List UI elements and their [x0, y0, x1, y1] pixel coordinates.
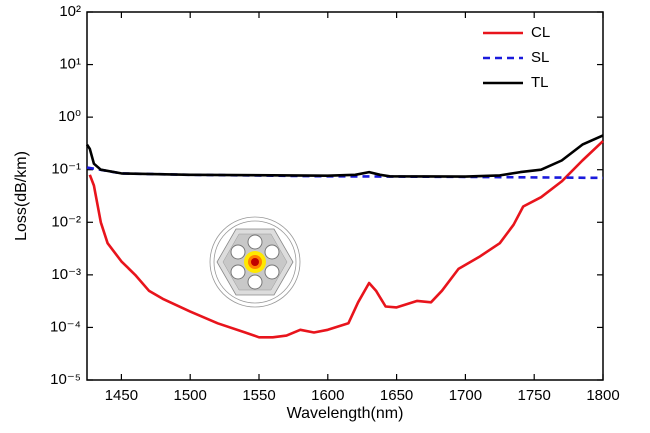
x-tick-label: 1800	[586, 387, 619, 404]
x-tick-label: 1600	[311, 387, 344, 404]
y-tick-label: 10⁻¹	[51, 161, 81, 178]
plot-frame	[86, 11, 604, 381]
x-tick-label: 1450	[105, 387, 138, 404]
x-tick-label: 1650	[380, 387, 413, 404]
x-axis-title: Wavelength(nm)	[287, 405, 404, 422]
y-tick-label: 10⁻²	[51, 213, 81, 230]
y-tick-label: 10¹	[59, 56, 81, 73]
x-tick-label: 1500	[174, 387, 207, 404]
x-tick-label: 1700	[449, 387, 482, 404]
y-tick-label: 10⁻⁵	[50, 371, 81, 388]
y-tick-label: 10⁰	[58, 108, 81, 125]
x-tick-label: 1750	[518, 387, 551, 404]
y-axis-title: Loss(dB/km)	[13, 151, 30, 241]
y-tick-label: 10⁻³	[51, 266, 81, 283]
y-tick-label: 10²	[59, 3, 81, 20]
fiber-inset	[209, 216, 301, 308]
series-line	[85, 134, 604, 178]
legend-label: TL	[531, 74, 549, 91]
series-line	[88, 140, 604, 339]
legend-label: CL	[531, 24, 550, 41]
x-tick-label: 1550	[242, 387, 275, 404]
y-tick-label: 10⁻⁴	[50, 318, 81, 335]
legend-label: SL	[531, 49, 549, 66]
